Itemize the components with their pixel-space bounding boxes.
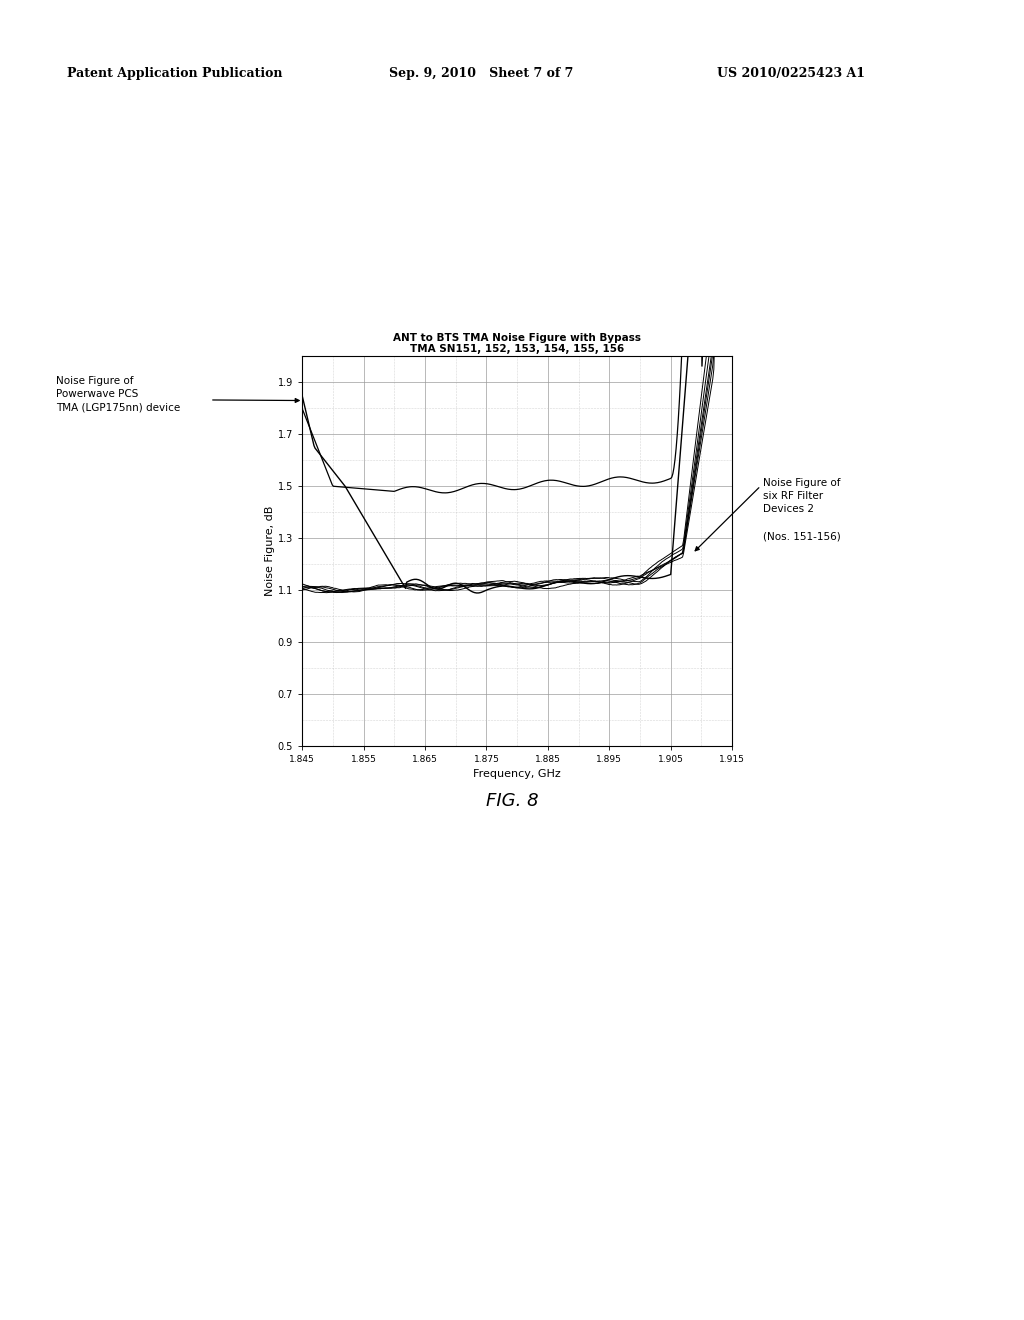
Text: Noise Figure of
six RF Filter
Devices 2: Noise Figure of six RF Filter Devices 2 [763,478,841,515]
Text: Patent Application Publication: Patent Application Publication [67,67,282,81]
Text: US 2010/0225423 A1: US 2010/0225423 A1 [717,67,865,81]
Y-axis label: Noise Figure, dB: Noise Figure, dB [265,506,274,597]
Text: Noise Figure of
Powerwave PCS
TMA (LGP175nn) device: Noise Figure of Powerwave PCS TMA (LGP17… [56,376,180,413]
Title: ANT to BTS TMA Noise Figure with Bypass
TMA SN151, 152, 153, 154, 155, 156: ANT to BTS TMA Noise Figure with Bypass … [393,333,641,354]
X-axis label: Frequency, GHz: Frequency, GHz [473,770,561,779]
Text: Sep. 9, 2010   Sheet 7 of 7: Sep. 9, 2010 Sheet 7 of 7 [389,67,573,81]
Text: (Nos. 151-156): (Nos. 151-156) [763,532,841,543]
Text: FIG. 8: FIG. 8 [485,792,539,810]
